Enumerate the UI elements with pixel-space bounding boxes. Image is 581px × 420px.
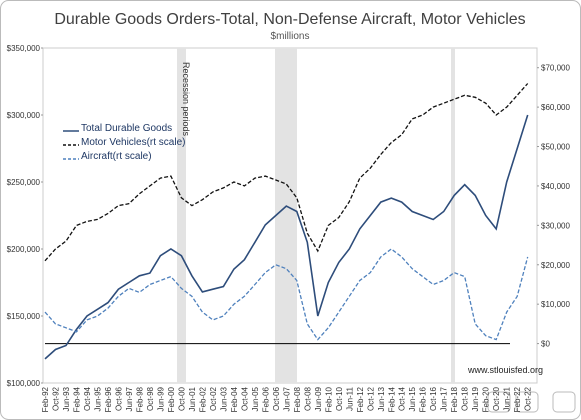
download-button[interactable] <box>487 391 511 413</box>
x-tick-label: Feb-12 <box>356 386 365 412</box>
recession-band <box>451 48 455 383</box>
x-tick-label: Jun-19 <box>471 386 480 411</box>
x-tick-label: Oct-94 <box>83 386 92 411</box>
y2-tick-label: $30,000 <box>541 221 570 230</box>
y-tick-label: $350,000 <box>7 44 41 53</box>
x-tick-label: Oct-00 <box>177 386 186 411</box>
x-tick-label: Oct-96 <box>114 386 123 411</box>
x-tick-label: Oct-16 <box>429 386 438 411</box>
x-tick-label: Jun-93 <box>62 386 71 411</box>
y2-tick-label: $70,000 <box>541 64 570 73</box>
share-button[interactable] <box>515 391 539 413</box>
chart-title: Durable Goods Orders-Total, Non-Defense … <box>54 11 525 28</box>
x-tick-label: Jun-17 <box>440 386 449 411</box>
x-tick-label: Oct-20 <box>492 386 501 411</box>
menu-button[interactable] <box>552 391 576 413</box>
x-tick-label: Feb-02 <box>198 386 207 412</box>
x-tick-label: Oct-02 <box>209 386 218 411</box>
x-tick-label: Oct-14 <box>398 386 407 411</box>
x-tick-label: Feb-22 <box>513 386 522 412</box>
x-tick-label: Feb-10 <box>324 386 333 412</box>
y-tick-label: $200,000 <box>7 245 41 254</box>
recession-band <box>177 48 186 383</box>
x-tick-label: Jun-03 <box>219 386 228 411</box>
legend-label: Aircraft(rt scale) <box>81 151 152 162</box>
x-tick-label: Jun-09 <box>314 386 323 411</box>
x-tick-label: Feb-00 <box>167 386 176 412</box>
y2-tick-label: $50,000 <box>541 143 570 152</box>
legend-label: Motor Vehicles(rt scale) <box>81 137 185 148</box>
series-line <box>44 83 529 262</box>
x-tick-label: Feb-14 <box>387 386 396 412</box>
series-line <box>44 248 529 341</box>
x-tick-label: Jun-97 <box>125 386 134 411</box>
y2-tick-label: $10,000 <box>541 300 570 309</box>
toolbar[interactable] <box>487 391 576 413</box>
x-tick-label: Jun-15 <box>408 386 417 411</box>
legend-label: Total Durable Goods <box>81 123 172 134</box>
x-tick-label: Feb-92 <box>41 386 50 412</box>
x-tick-label: Oct-06 <box>272 386 281 411</box>
chart-subtitle: $millions <box>271 31 310 42</box>
x-tick-label: Oct-98 <box>146 386 155 411</box>
y-tick-label: $300,000 <box>7 111 41 120</box>
y-tick-label: $100,000 <box>7 379 41 388</box>
x-tick-label: Oct-18 <box>461 386 470 411</box>
x-tick-label: Jun-95 <box>93 386 102 411</box>
x-tick-label: Jun-13 <box>377 386 386 411</box>
x-tick-label: Jun-11 <box>345 386 354 410</box>
x-tick-label: Oct-12 <box>366 386 375 411</box>
annotation: Recession periods <box>181 62 191 137</box>
x-tick-label: Feb-06 <box>261 386 270 412</box>
x-tick-label: Oct-92 <box>51 386 60 411</box>
x-tick-label: Feb-08 <box>293 386 302 412</box>
y-tick-label: $250,000 <box>7 178 41 187</box>
series-line <box>44 114 529 360</box>
x-tick-label: Jun-07 <box>282 386 291 411</box>
y2-tick-label: $0 <box>541 340 550 349</box>
source: www.stlouisfed.org <box>467 365 543 375</box>
x-tick-label: Feb-94 <box>72 386 81 412</box>
y2-tick-label: $60,000 <box>541 103 570 112</box>
x-tick-label: Feb-16 <box>419 386 428 412</box>
x-tick-label: Feb-20 <box>482 386 491 412</box>
x-tick-label: Oct-22 <box>524 386 533 411</box>
y2-tick-label: $20,000 <box>541 261 570 270</box>
x-tick-label: Feb-96 <box>104 386 113 412</box>
x-tick-label: Oct-10 <box>335 386 344 411</box>
x-tick-label: Feb-98 <box>135 386 144 412</box>
x-tick-label: Feb-04 <box>230 386 239 412</box>
x-tick-label: Jun-05 <box>251 386 260 411</box>
x-tick-label: Feb-18 <box>450 386 459 412</box>
x-tick-label: Oct-08 <box>303 386 312 411</box>
x-tick-label: Jun-99 <box>156 386 165 411</box>
x-tick-label: Jun-01 <box>188 386 197 411</box>
recession-band <box>275 48 297 383</box>
y2-tick-label: $40,000 <box>541 182 570 191</box>
x-tick-label: Jun-21 <box>503 386 512 411</box>
y-tick-label: $150,000 <box>7 312 41 321</box>
x-tick-label: Oct-04 <box>240 386 249 411</box>
